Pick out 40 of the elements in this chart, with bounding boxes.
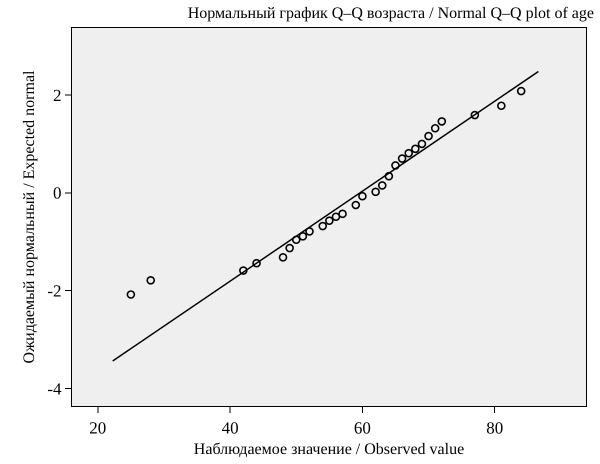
point <box>285 244 294 252</box>
point <box>371 188 380 196</box>
point <box>516 86 526 96</box>
chart-title: Нормальный график Q–Q возраста / Normal Q–Q plot of age <box>188 5 594 22</box>
point <box>252 258 261 268</box>
point <box>398 154 406 163</box>
point <box>437 117 446 126</box>
point <box>332 212 340 222</box>
x-tick-label: 60 <box>354 418 371 438</box>
point <box>358 192 367 201</box>
point <box>338 210 347 218</box>
x-tick-label: 80 <box>486 418 504 438</box>
point <box>239 266 248 275</box>
point <box>305 227 314 236</box>
y-axis-title: Ожидаемый нормальный / Expected normal <box>21 70 38 364</box>
point <box>424 132 433 140</box>
point <box>430 124 440 133</box>
y-tick-label: 0 <box>53 184 62 203</box>
y-tick-label: 2 <box>53 86 62 105</box>
point <box>146 276 156 285</box>
point <box>325 216 334 225</box>
y-tick-label: -2 <box>47 282 62 301</box>
point <box>292 235 301 244</box>
point <box>351 200 360 210</box>
point <box>411 144 420 154</box>
x-axis-title: Наблюдаемое значение / Observed value <box>194 441 464 458</box>
point <box>470 110 480 120</box>
point <box>378 181 387 190</box>
point <box>318 222 328 230</box>
point <box>391 161 400 170</box>
y-tick-label: -4 <box>47 379 62 398</box>
point <box>278 253 288 262</box>
x-tick-label: 40 <box>222 418 239 438</box>
point <box>418 140 426 148</box>
point <box>384 172 394 180</box>
point <box>126 290 136 299</box>
point <box>298 232 308 241</box>
x-tick-label: 20 <box>89 418 106 438</box>
point <box>497 101 506 110</box>
point <box>404 148 414 158</box>
